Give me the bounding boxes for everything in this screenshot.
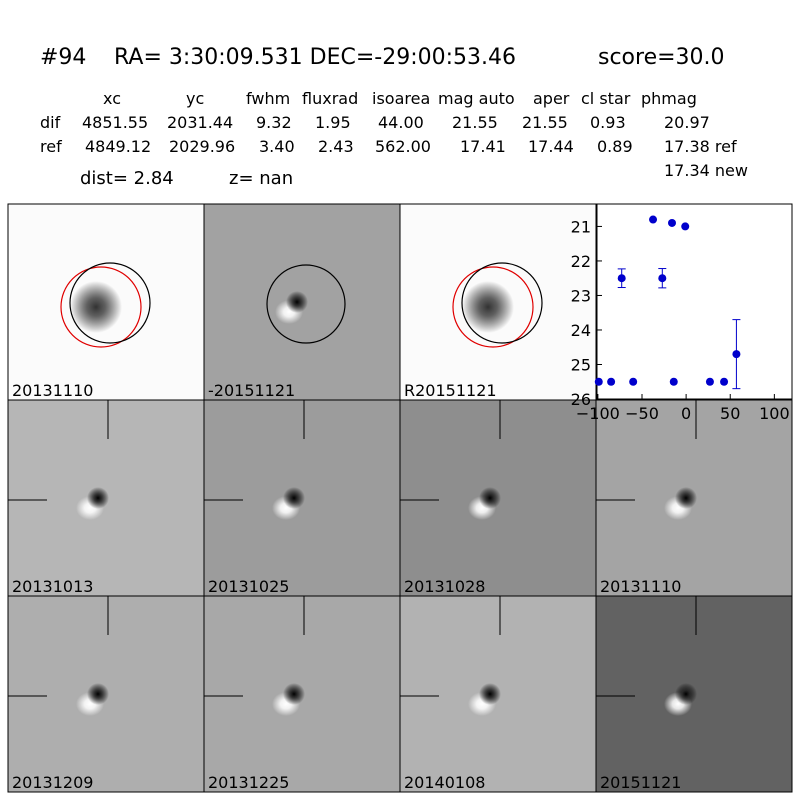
table-cell: 1.95 — [315, 113, 351, 132]
data-point — [720, 377, 729, 386]
data-point — [594, 377, 603, 386]
ref-circle — [452, 266, 534, 348]
data-point — [669, 377, 678, 386]
column-header: fwhm — [246, 89, 290, 108]
det-circle — [461, 262, 543, 344]
panel-label: 20140108 — [404, 773, 485, 792]
table-cell: 17.41 — [460, 137, 506, 156]
data-point — [649, 215, 658, 224]
dipole-dark — [675, 683, 697, 705]
y-tick-label: 25 — [571, 355, 591, 374]
table-cell: 2029.96 — [169, 137, 235, 156]
y-tick-label: 24 — [571, 321, 591, 340]
y-tick-label: 23 — [571, 286, 591, 305]
table-cell: 21.55 — [522, 113, 568, 132]
x-tick-label: 0 — [681, 404, 691, 423]
data-point — [658, 274, 667, 283]
table-cell: 44.00 — [378, 113, 424, 132]
y-tick-label: 26 — [571, 390, 591, 409]
column-header: mag auto — [438, 89, 515, 108]
x-tick-label: 50 — [720, 404, 740, 423]
column-header: xc — [103, 89, 121, 108]
column-header: aper — [533, 89, 570, 108]
dipole-dark — [283, 683, 305, 705]
x-tick-label: −50 — [625, 404, 659, 423]
det-circle — [69, 262, 151, 344]
data-point — [732, 350, 741, 359]
coordinates: RA= 3:30:09.531 DEC=-29:00:53.46 — [114, 45, 516, 70]
score: score=30.0 — [598, 45, 725, 70]
dipole-dark — [675, 487, 697, 509]
table-cell: 17.44 — [528, 137, 574, 156]
panel-label: -20151121 — [208, 381, 295, 400]
table-cell: dif — [40, 113, 61, 132]
x-tick-label: 100 — [759, 404, 790, 423]
x-tick-label: −100 — [576, 404, 620, 423]
panel-label: R20151121 — [404, 381, 497, 400]
column-header: phmag — [641, 89, 697, 108]
dipole-dark — [87, 683, 109, 705]
dipole-dark — [87, 487, 109, 509]
dipole-dark — [286, 291, 308, 313]
y-tick-label: 21 — [571, 217, 591, 236]
column-header: isoarea — [372, 89, 430, 108]
column-header: fluxrad — [302, 89, 358, 108]
panel-label: 20131028 — [404, 577, 485, 596]
panel-label: 20131225 — [208, 773, 289, 792]
panel-label: 20131209 — [12, 773, 93, 792]
data-point — [629, 377, 638, 386]
table-cell: 4851.55 — [82, 113, 148, 132]
dipole-dark — [479, 683, 501, 705]
table-cell: 0.89 — [597, 137, 633, 156]
plot-area — [596, 203, 793, 400]
data-point — [705, 377, 714, 386]
panel-label: 20131110 — [600, 577, 681, 596]
table-cell: 21.55 — [452, 113, 498, 132]
table-cell: 3.40 — [259, 137, 295, 156]
dist: dist= 2.84 — [80, 168, 174, 189]
column-header: cl star — [581, 89, 631, 108]
panel-label: 20131013 — [12, 577, 93, 596]
table-cell: ref — [40, 137, 62, 156]
panel-label: 20131110 — [12, 381, 93, 400]
dipole-dark — [283, 487, 305, 509]
table-cell: 2031.44 — [167, 113, 233, 132]
data-point — [668, 218, 676, 227]
table-cell: 9.32 — [256, 113, 292, 132]
data-point — [681, 222, 690, 231]
candidate-id: #94 — [40, 45, 86, 70]
table-cell: 2.43 — [318, 137, 354, 156]
data-point — [607, 377, 616, 386]
source-blob — [462, 281, 514, 333]
panel-label: 20131025 — [208, 577, 289, 596]
y-tick-label: 22 — [571, 252, 591, 271]
table-cell: 0.93 — [590, 113, 626, 132]
table-cell: 4849.12 — [85, 137, 151, 156]
det-circle — [266, 264, 346, 344]
z-value: z= nan — [229, 168, 293, 189]
data-point — [617, 274, 626, 283]
ref-circle — [60, 266, 142, 348]
table-cell: 17.38 ref — [664, 137, 737, 156]
table-extra: 17.34 new — [664, 161, 748, 180]
table-cell: 562.00 — [375, 137, 431, 156]
panel-label: 20151121 — [600, 773, 681, 792]
source-blob — [70, 281, 122, 333]
dipole-dark — [479, 487, 501, 509]
column-header: yc — [186, 89, 204, 108]
table-cell: 20.97 — [664, 113, 710, 132]
